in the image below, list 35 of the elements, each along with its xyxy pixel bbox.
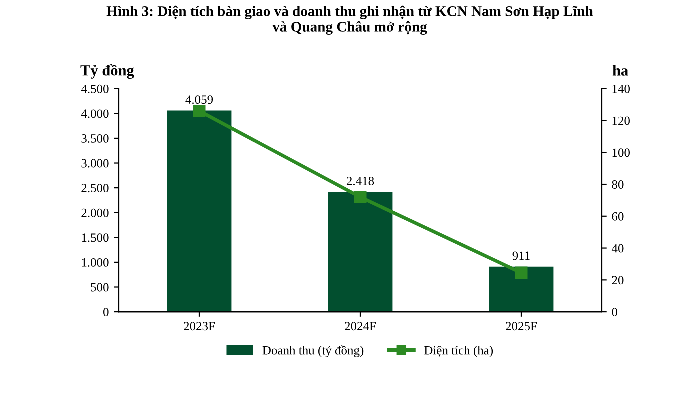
y-tick-label: 3.000 [82, 159, 109, 168]
legend-label: Doanh thu (tỷ đồng) [262, 346, 364, 358]
x-tick-label: 2025F [506, 322, 538, 331]
y-axis-title: Tỷ đồng [80, 64, 134, 79]
legend-label: Diện tích (ha) [424, 346, 494, 358]
point [193, 104, 206, 118]
bar [489, 266, 554, 312]
y2-tick-label: 0 [612, 308, 618, 317]
data-label: 2.418 [346, 176, 374, 186]
y-tick-label: 0 [104, 308, 109, 317]
y2-tick-label: 140 [612, 84, 630, 94]
y-tick-label: 2.500 [82, 184, 109, 193]
y-tick-label: 4.500 [81, 84, 109, 94]
y2-tick-label: 60 [612, 212, 624, 221]
x-tick-label: 2023F [184, 322, 216, 331]
chart-title: Hình 3: Diện tích bàn giao và doanh thu ghi nhận từ KCN Nam Sơn Hạp Lĩnh và Quang Châu mở rộng [106, 6, 594, 35]
y2-tick-label: 20 [612, 276, 624, 285]
bar [328, 192, 393, 312]
x-tick-label: 2024F [345, 322, 376, 331]
y2-tick-label: 100 [612, 148, 630, 158]
y-tick-label: 1.000 [82, 258, 109, 267]
y-tick-label: 3.500 [82, 134, 109, 143]
y2-tick-label: 120 [612, 116, 630, 126]
y-tick-label: 500 [91, 283, 109, 292]
y-tick-label: 4.000 [81, 110, 109, 118]
bar [167, 110, 232, 312]
point [515, 266, 528, 280]
data-label: 911 [512, 252, 530, 260]
y-tick-label: 1.500 [82, 234, 109, 242]
y2-tick-label: 40 [612, 244, 624, 253]
data-label: 4.059 [186, 96, 214, 104]
y2-axis-title: ha [612, 65, 628, 76]
y-tick-label: 2.000 [82, 208, 109, 218]
y2-tick-label: 80 [612, 180, 624, 189]
point [354, 191, 367, 204]
